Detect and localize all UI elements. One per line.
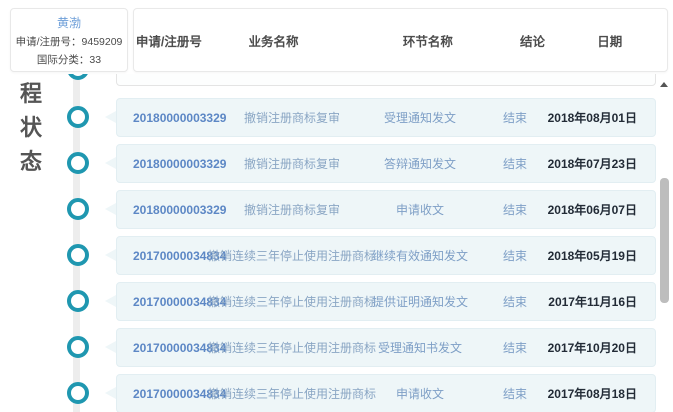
application-number: 20180000003329 bbox=[133, 202, 227, 217]
timeline-track bbox=[73, 74, 80, 412]
conclusion: 结束 bbox=[502, 157, 527, 171]
timeline-rows: 20180000003329 撤销注册商标复审 受理通知发文 结束 2018年0… bbox=[0, 98, 673, 412]
header-step-name: 环节名称 bbox=[402, 34, 453, 49]
date: 2017年11月16日 bbox=[548, 295, 637, 309]
header-conclusion: 结论 bbox=[519, 34, 545, 49]
row-card-tail bbox=[105, 203, 116, 215]
timeline-node-icon bbox=[67, 336, 89, 358]
header-business-name: 业务名称 bbox=[248, 34, 299, 49]
business-name: 撤销注册商标复审 bbox=[243, 111, 340, 125]
header-date: 日期 bbox=[597, 34, 623, 49]
application-number: 20180000003329 bbox=[133, 110, 227, 125]
row-card: 20170000034834 撤销连续三年停止使用注册商标 受理通知书发文 结束… bbox=[116, 328, 656, 367]
step-name: 提供证明通知发文 bbox=[371, 295, 468, 309]
row-card-tail bbox=[105, 295, 116, 307]
date: 2018年08月01日 bbox=[547, 111, 637, 125]
timeline-row: 20170000034834 撤销连续三年停止使用注册商标 申请收文 结束 20… bbox=[0, 374, 673, 412]
business-name: 撤销注册商标复审 bbox=[243, 203, 340, 217]
application-number: 20170000034834 bbox=[133, 248, 227, 263]
process-status-char: 态 bbox=[19, 149, 42, 174]
step-name: 申请收文 bbox=[395, 387, 444, 401]
trademark-info-card: 黄渤 申请/注册号：9459209 国际分类：33 bbox=[10, 8, 128, 72]
row-card-tail bbox=[105, 157, 116, 169]
table-header-card: 申请/注册号 业务名称 环节名称 结论 日期 bbox=[133, 8, 668, 72]
timeline-node-icon bbox=[67, 106, 89, 128]
partial-timeline-node-icon bbox=[67, 74, 89, 80]
process-status-char: 状 bbox=[19, 115, 42, 140]
timeline-node-icon bbox=[67, 152, 89, 174]
business-name: 撤销连续三年停止使用注册商标 bbox=[208, 341, 377, 355]
timeline-row: 20180000003329 撤销注册商标复审 答辩通知发文 结束 2018年0… bbox=[0, 144, 673, 183]
business-name: 撤销注册商标复审 bbox=[243, 157, 340, 171]
conclusion: 结束 bbox=[502, 111, 527, 125]
business-name: 撤销连续三年停止使用注册商标 bbox=[208, 387, 377, 401]
row-card: 20180000003329 撤销注册商标复审 受理通知发文 结束 2018年0… bbox=[116, 98, 656, 137]
application-number: 20180000003329 bbox=[133, 156, 227, 171]
timeline-row: 20170000034834 撤销连续三年停止使用注册商标 提供证明通知发文 结… bbox=[0, 282, 673, 321]
date: 2018年06月07日 bbox=[547, 203, 637, 217]
date: 2018年07月23日 bbox=[547, 157, 637, 171]
trademark-name-link[interactable]: 黄渤 bbox=[56, 15, 81, 30]
scrollbar-thumb[interactable] bbox=[660, 178, 669, 303]
process-status-char: 程 bbox=[19, 81, 42, 106]
scroll-up-icon[interactable] bbox=[660, 82, 668, 87]
application-number: 20170000034834 bbox=[133, 386, 227, 401]
application-number: 20170000034834 bbox=[133, 294, 227, 309]
timeline-row: 20170000034834 撤销连续三年停止使用注册商标 受理通知书发文 结束… bbox=[0, 328, 673, 367]
process-status-label: 程 状 态 bbox=[16, 82, 46, 173]
timeline-node-icon bbox=[67, 198, 89, 220]
row-card: 20170000034834 撤销连续三年停止使用注册商标 继续有效通知发文 结… bbox=[116, 236, 656, 275]
step-name: 受理通知发文 bbox=[383, 111, 456, 125]
timeline-node-icon bbox=[67, 244, 89, 266]
row-card: 20180000003329 撤销注册商标复审 答辩通知发文 结束 2018年0… bbox=[116, 144, 656, 183]
conclusion: 结束 bbox=[502, 249, 527, 263]
conclusion: 结束 bbox=[502, 341, 527, 355]
step-name: 申请收文 bbox=[395, 203, 444, 217]
header-application-number: 申请/注册号 bbox=[135, 34, 202, 49]
date: 2017年08月18日 bbox=[547, 387, 637, 401]
row-card-tail bbox=[105, 249, 116, 261]
row-card: 20170000034834 撤销连续三年停止使用注册商标 提供证明通知发文 结… bbox=[116, 282, 656, 321]
application-number: 20170000034834 bbox=[133, 340, 227, 355]
row-card-tail bbox=[105, 341, 116, 353]
business-name: 撤销连续三年停止使用注册商标 bbox=[208, 249, 377, 263]
registration-number-text: 申请/注册号：9459209 bbox=[15, 35, 123, 48]
timeline-row: 20180000003329 撤销注册商标复审 申请收文 结束 2018年06月… bbox=[0, 190, 673, 229]
date: 2018年05月19日 bbox=[547, 249, 637, 263]
conclusion: 结束 bbox=[502, 387, 527, 401]
step-name: 受理通知书发文 bbox=[377, 341, 462, 355]
row-card: 20170000034834 撤销连续三年停止使用注册商标 申请收文 结束 20… bbox=[116, 374, 656, 412]
step-name: 答辩通知发文 bbox=[383, 157, 456, 171]
business-name: 撤销连续三年停止使用注册商标 bbox=[208, 295, 377, 309]
timeline-row: 20170000034834 撤销连续三年停止使用注册商标 继续有效通知发文 结… bbox=[0, 236, 673, 275]
conclusion: 结束 bbox=[502, 295, 527, 309]
date: 2017年10月20日 bbox=[547, 341, 637, 355]
scrollbar[interactable] bbox=[659, 78, 670, 412]
row-card-tail bbox=[105, 387, 116, 399]
international-class-text: 国际分类：33 bbox=[36, 53, 102, 66]
timeline-node-icon bbox=[67, 290, 89, 312]
row-card: 20180000003329 撤销注册商标复审 申请收文 结束 2018年06月… bbox=[116, 190, 656, 229]
timeline-row: 20180000003329 撤销注册商标复审 受理通知发文 结束 2018年0… bbox=[0, 98, 673, 137]
timeline-node-icon bbox=[67, 382, 89, 404]
row-card-tail bbox=[105, 111, 116, 123]
conclusion: 结束 bbox=[502, 203, 527, 217]
timeline-scroll-area: 20180000003329 撤销注册商标复审 受理通知发文 结束 2018年0… bbox=[0, 74, 673, 412]
step-name: 继续有效通知发文 bbox=[371, 249, 468, 263]
partial-row-card bbox=[116, 74, 656, 86]
